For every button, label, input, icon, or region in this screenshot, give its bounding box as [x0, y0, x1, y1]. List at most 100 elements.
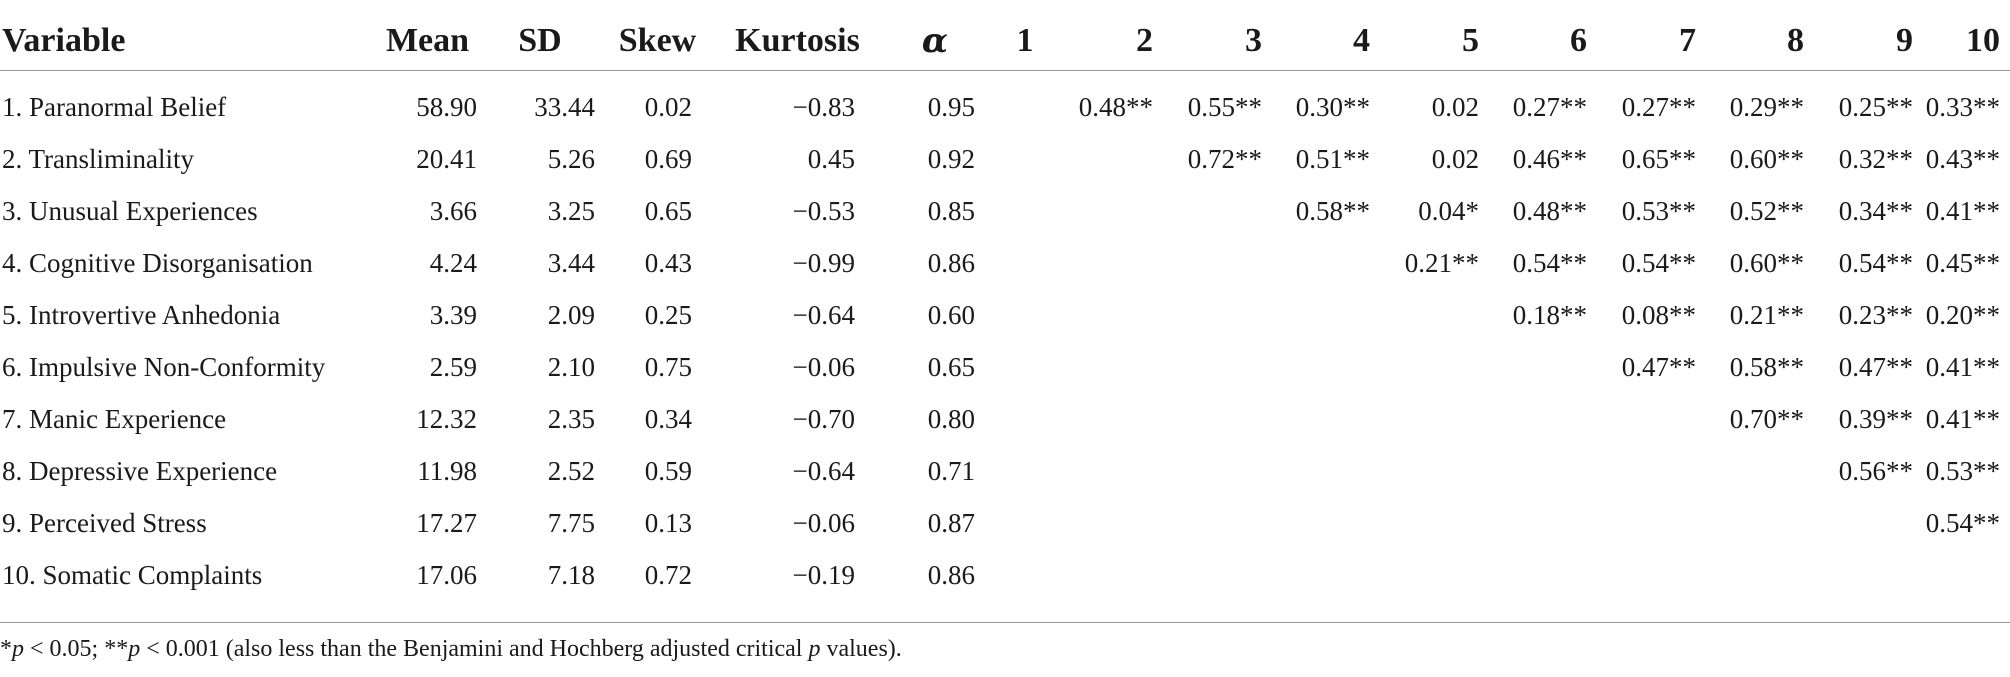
column-header: 7 — [1679, 22, 1696, 59]
variable-name-cell: 1. Paranormal Belief — [2, 91, 227, 122]
value-cell — [1163, 549, 1272, 601]
value-cell: 2.10 — [547, 351, 595, 382]
value-cell: 0.41** — [1925, 195, 2000, 226]
value-cell: 0.54** — [1925, 507, 2000, 538]
table-row: 5. Introvertive Anhedonia 3.39 2.09 0.25 −0.… — [0, 289, 2010, 341]
value-cell — [1055, 497, 1163, 549]
value-cell: −0.64 — [792, 299, 855, 330]
value-cell: 0.48** — [1512, 195, 1587, 226]
value-cell: 0.39** — [1838, 403, 1913, 434]
value-cell: 0.21** — [1729, 299, 1804, 330]
value-cell — [995, 133, 1055, 185]
column-header: Kurtosis — [735, 22, 860, 59]
value-cell — [1380, 289, 1489, 341]
variable-name-cell: 10. Somatic Complaints — [2, 559, 263, 590]
value-cell: 20.41 — [416, 143, 477, 174]
value-cell: 2.09 — [547, 299, 595, 330]
value-cell: 0.47** — [1838, 351, 1913, 382]
column-header: 8 — [1787, 22, 1804, 59]
value-cell — [1380, 497, 1489, 549]
value-cell: 0.02 — [644, 91, 692, 122]
value-cell — [1814, 497, 1923, 549]
column-header: 4 — [1353, 22, 1370, 59]
value-cell: 0.56** — [1838, 455, 1913, 486]
value-cell: −0.99 — [792, 247, 855, 278]
value-cell — [995, 237, 1055, 289]
value-cell: 0.65 — [644, 195, 692, 226]
footnote-text-1: < 0.05; ** — [24, 636, 129, 662]
value-cell — [1597, 393, 1706, 445]
value-cell: 0.30** — [1295, 91, 1370, 122]
value-cell: 0.51** — [1295, 143, 1370, 174]
value-cell — [995, 393, 1055, 445]
value-cell — [1163, 341, 1272, 393]
column-header: SD — [518, 22, 562, 59]
variable-name-cell: 9. Perceived Stress — [2, 507, 207, 538]
value-cell: 0.75 — [644, 351, 692, 382]
table-row: 3. Unusual Experiences 3.66 3.25 0.65 −0.53 0… — [0, 185, 2010, 237]
value-cell — [1489, 497, 1597, 549]
value-cell — [1163, 497, 1272, 549]
value-cell: 0.92 — [927, 143, 975, 174]
value-cell: −0.53 — [792, 195, 855, 226]
value-cell — [1163, 237, 1272, 289]
value-cell — [1706, 445, 1814, 497]
value-cell: 0.87 — [927, 507, 975, 538]
value-cell — [1489, 549, 1597, 601]
variable-name-cell: 7. Manic Experience — [2, 403, 227, 434]
value-cell — [1272, 289, 1380, 341]
value-cell — [995, 341, 1055, 393]
column-header: 2 — [1136, 22, 1153, 59]
value-cell: 11.98 — [417, 455, 477, 486]
value-cell — [1272, 341, 1380, 393]
column-header: α — [921, 21, 949, 61]
value-cell: 0.41** — [1925, 403, 2000, 434]
column-header: 3 — [1245, 22, 1262, 59]
value-cell: 0.59 — [644, 455, 692, 486]
value-cell: 0.60** — [1729, 143, 1804, 174]
table-row: 7. Manic Experience 12.32 2.35 0.34 −0.70 0.8… — [0, 393, 2010, 445]
value-cell: 0.55** — [1187, 91, 1262, 122]
value-cell — [995, 71, 1055, 134]
value-cell: 0.45 — [807, 143, 855, 174]
table-row: 10. Somatic Complaints 17.06 7.18 0.72 −0.19… — [0, 549, 2010, 601]
value-cell: 0.69 — [644, 143, 692, 174]
value-cell: 0.86 — [927, 247, 975, 278]
value-cell — [1272, 549, 1380, 601]
value-cell — [995, 497, 1055, 549]
value-cell: 0.04* — [1418, 195, 1479, 226]
column-header: Mean — [385, 22, 470, 59]
value-cell: 0.72** — [1187, 143, 1262, 174]
value-cell — [995, 549, 1055, 601]
value-cell: 0.85 — [927, 195, 975, 226]
footnote-p-symbol: p — [128, 636, 141, 662]
value-cell — [995, 289, 1055, 341]
column-header-variable: Variable — [2, 22, 126, 59]
value-cell: 0.33** — [1925, 91, 2000, 122]
table-body: 1. Paranormal Belief 58.90 33.44 0.02 −0.83 0… — [0, 71, 2010, 602]
value-cell: 0.25** — [1838, 91, 1913, 122]
value-cell — [995, 445, 1055, 497]
value-cell — [1055, 341, 1163, 393]
value-cell: 0.47** — [1621, 351, 1696, 382]
column-header: 9 — [1896, 22, 1913, 59]
value-cell: 0.34** — [1838, 195, 1913, 226]
value-cell — [1923, 549, 2010, 601]
value-cell — [1055, 133, 1163, 185]
footnote-text-2: < 0.001 (also less than the Benjamini an… — [140, 636, 809, 662]
value-cell: 0.27** — [1621, 91, 1696, 122]
table-row: 2. Transliminality 20.41 5.26 0.69 0.45 0.92 0… — [0, 133, 2010, 185]
table-row: 4. Cognitive Disorganisation 4.24 3.44 0.43… — [0, 237, 2010, 289]
value-cell: 0.32** — [1838, 143, 1913, 174]
value-cell: −0.83 — [792, 91, 855, 122]
value-cell — [1163, 289, 1272, 341]
value-cell — [1597, 445, 1706, 497]
value-cell: 0.48** — [1078, 91, 1153, 122]
value-cell: 0.86 — [927, 559, 975, 590]
value-cell: 0.71 — [927, 455, 975, 486]
value-cell — [1272, 393, 1380, 445]
value-cell: 0.80 — [927, 403, 975, 434]
value-cell: 0.65 — [927, 351, 975, 382]
value-cell: 58.90 — [416, 91, 477, 122]
